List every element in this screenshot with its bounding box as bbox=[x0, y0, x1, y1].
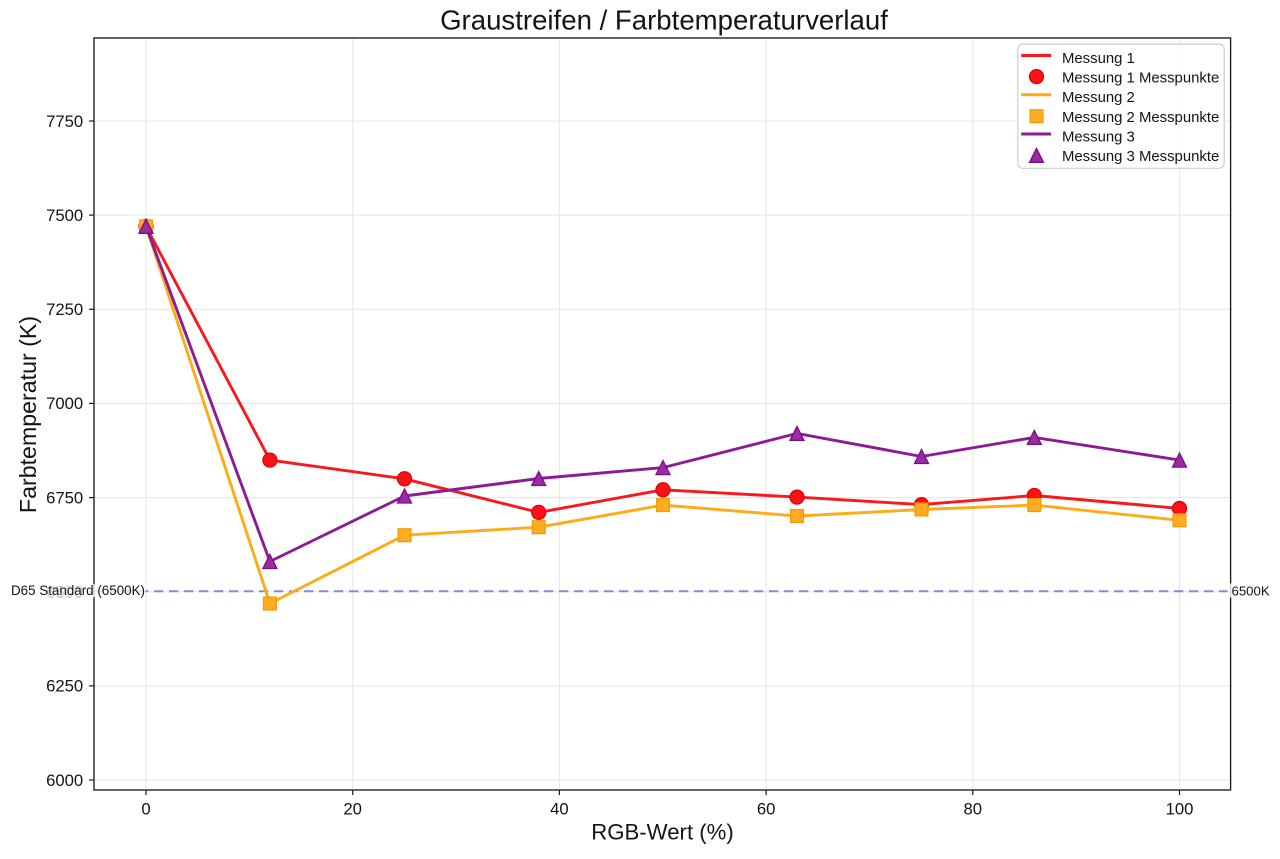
svg-text:7500: 7500 bbox=[46, 206, 83, 225]
svg-text:6000: 6000 bbox=[46, 771, 83, 790]
svg-text:Messung 3: Messung 3 bbox=[1062, 130, 1135, 146]
svg-text:7000: 7000 bbox=[46, 394, 83, 413]
svg-text:Farbtemperatur (K): Farbtemperatur (K) bbox=[15, 316, 41, 513]
svg-text:Messung 2: Messung 2 bbox=[1062, 90, 1135, 106]
svg-text:6500K: 6500K bbox=[1232, 583, 1270, 598]
svg-text:60: 60 bbox=[757, 800, 776, 819]
svg-text:0: 0 bbox=[141, 800, 150, 819]
svg-text:D65 Standard (6500K): D65 Standard (6500K) bbox=[11, 583, 145, 598]
svg-text:80: 80 bbox=[964, 800, 983, 819]
svg-text:6250: 6250 bbox=[46, 677, 83, 696]
svg-text:Messung 2 Messpunkte: Messung 2 Messpunkte bbox=[1062, 110, 1219, 126]
svg-text:6750: 6750 bbox=[46, 488, 83, 507]
svg-text:7750: 7750 bbox=[46, 112, 83, 131]
svg-text:Messung 1: Messung 1 bbox=[1062, 51, 1135, 67]
svg-text:Messung 3 Messpunkte: Messung 3 Messpunkte bbox=[1062, 149, 1219, 165]
svg-text:40: 40 bbox=[550, 800, 569, 819]
svg-text:RGB-Wert (%): RGB-Wert (%) bbox=[591, 820, 734, 845]
svg-text:100: 100 bbox=[1166, 800, 1194, 819]
svg-text:20: 20 bbox=[343, 800, 362, 819]
svg-text:Messung 1 Messpunkte: Messung 1 Messpunkte bbox=[1062, 71, 1219, 87]
svg-text:7250: 7250 bbox=[46, 300, 83, 319]
svg-text:Graustreifen / Farbtemperaturv: Graustreifen / Farbtemperaturverlauf bbox=[440, 5, 888, 36]
